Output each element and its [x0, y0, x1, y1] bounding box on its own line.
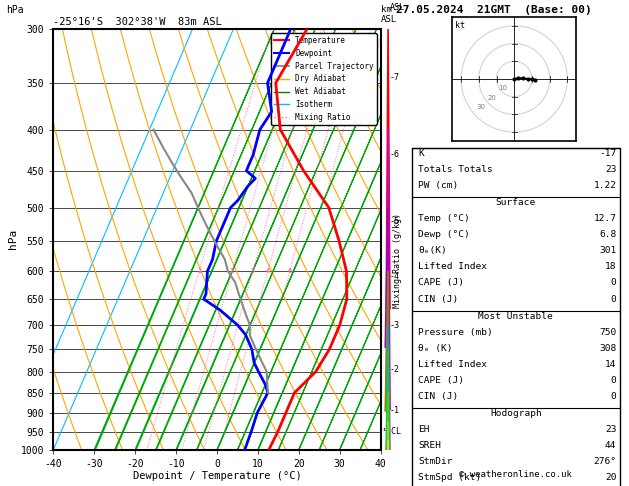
Text: km
ASL: km ASL — [381, 5, 397, 24]
Text: -2: -2 — [390, 365, 400, 374]
Text: © weatheronline.co.uk: © weatheronline.co.uk — [459, 469, 572, 479]
Text: 14: 14 — [605, 360, 616, 369]
Text: K: K — [418, 149, 424, 158]
Text: ¹LCL: ¹LCL — [382, 427, 402, 436]
Text: 1.22: 1.22 — [593, 181, 616, 191]
Text: StmDir: StmDir — [418, 457, 453, 466]
Text: Temp (°C): Temp (°C) — [418, 214, 470, 224]
Text: Lifted Index: Lifted Index — [418, 360, 487, 369]
Text: Totals Totals: Totals Totals — [418, 165, 493, 174]
Text: 44: 44 — [605, 441, 616, 450]
Text: Lifted Index: Lifted Index — [418, 262, 487, 272]
Text: 27.05.2024  21GMT  (Base: 00): 27.05.2024 21GMT (Base: 00) — [396, 5, 592, 15]
Text: -25°16'S  302°38'W  83m ASL: -25°16'S 302°38'W 83m ASL — [53, 17, 222, 27]
Text: 12.7: 12.7 — [593, 214, 616, 224]
Text: 6: 6 — [287, 268, 292, 274]
Text: θₑ(K): θₑ(K) — [418, 246, 447, 256]
Text: SREH: SREH — [418, 441, 442, 450]
Text: Dewp (°C): Dewp (°C) — [418, 230, 470, 240]
Text: 0: 0 — [611, 295, 616, 304]
Text: CIN (J): CIN (J) — [418, 295, 459, 304]
Text: -7: -7 — [390, 73, 400, 83]
Text: 23: 23 — [605, 425, 616, 434]
Text: 301: 301 — [599, 246, 616, 256]
Text: Surface: Surface — [496, 198, 536, 208]
Text: 18: 18 — [605, 262, 616, 272]
Legend: Temperature, Dewpoint, Parcel Trajectory, Dry Adiabat, Wet Adiabat, Isotherm, Mi: Temperature, Dewpoint, Parcel Trajectory… — [270, 33, 377, 125]
Text: 0: 0 — [611, 278, 616, 288]
Text: 1: 1 — [197, 268, 201, 274]
Text: -6: -6 — [390, 150, 400, 159]
Text: CIN (J): CIN (J) — [418, 392, 459, 401]
Text: 20: 20 — [605, 473, 616, 482]
Text: -17: -17 — [599, 149, 616, 158]
Text: -3: -3 — [390, 320, 400, 330]
Text: EH: EH — [418, 425, 430, 434]
Text: Most Unstable: Most Unstable — [479, 312, 553, 321]
Text: Pressure (mb): Pressure (mb) — [418, 328, 493, 337]
Text: 20: 20 — [487, 95, 496, 101]
Text: 0: 0 — [611, 376, 616, 385]
Text: kt: kt — [455, 21, 465, 30]
Text: 23: 23 — [605, 165, 616, 174]
Text: 6.8: 6.8 — [599, 230, 616, 240]
Text: km
ASL: km ASL — [390, 0, 405, 12]
Text: 2: 2 — [230, 268, 235, 274]
Text: CAPE (J): CAPE (J) — [418, 278, 464, 288]
Text: Mixing Ratio (g/kg): Mixing Ratio (g/kg) — [393, 213, 403, 308]
Text: hPa: hPa — [6, 5, 24, 15]
Text: 3: 3 — [250, 268, 255, 274]
Y-axis label: hPa: hPa — [8, 229, 18, 249]
Text: PW (cm): PW (cm) — [418, 181, 459, 191]
Text: 750: 750 — [599, 328, 616, 337]
Text: θₑ (K): θₑ (K) — [418, 344, 453, 353]
Text: StmSpd (kt): StmSpd (kt) — [418, 473, 482, 482]
Text: Hodograph: Hodograph — [490, 409, 542, 418]
Text: 30: 30 — [476, 104, 486, 110]
Text: -5: -5 — [390, 217, 400, 226]
Text: CAPE (J): CAPE (J) — [418, 376, 464, 385]
Text: 308: 308 — [599, 344, 616, 353]
Text: 4: 4 — [265, 268, 270, 274]
X-axis label: Dewpoint / Temperature (°C): Dewpoint / Temperature (°C) — [133, 471, 301, 481]
Text: -1: -1 — [390, 406, 400, 416]
Text: 10: 10 — [499, 86, 508, 91]
Text: 0: 0 — [611, 392, 616, 401]
Text: 276°: 276° — [593, 457, 616, 466]
Text: -4: -4 — [390, 273, 400, 281]
